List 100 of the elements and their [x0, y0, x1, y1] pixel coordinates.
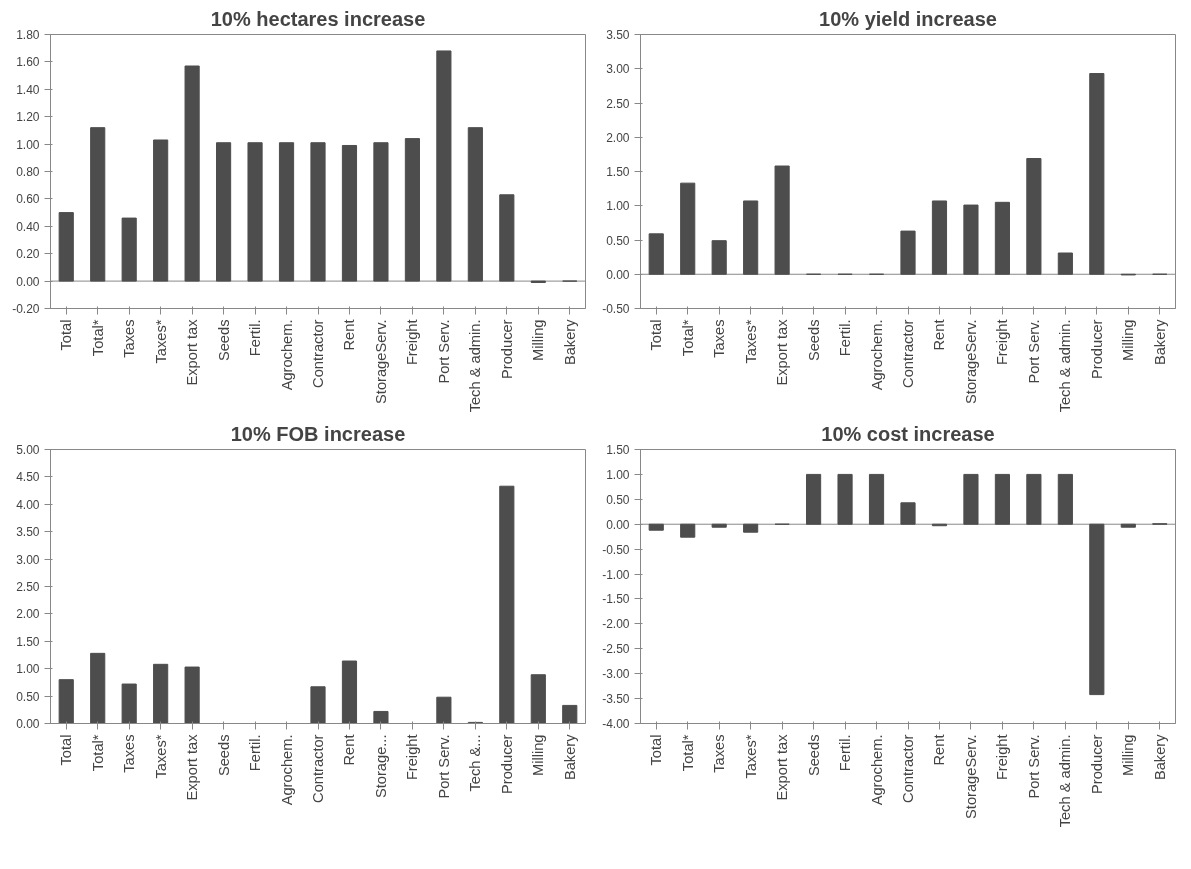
x-tick-label: Taxes*	[742, 319, 759, 364]
y-tick-label: -1.00	[602, 567, 630, 582]
x-tick-label: Total*	[89, 734, 106, 772]
y-tick-label: 0.50	[606, 233, 630, 248]
y-tick-label: 2.50	[16, 580, 40, 594]
y-tick-label: -1.50	[602, 592, 630, 607]
y-tick-label: 0.20	[16, 247, 40, 262]
y-tick-label: 0.00	[606, 517, 630, 532]
x-tick-label: Bakery	[561, 733, 578, 781]
x-tick-label: Export tax	[184, 318, 201, 386]
x-tick-label: Export tax	[774, 733, 791, 801]
x-tick-label: Milling	[530, 319, 547, 362]
x-tick-label: Total*	[679, 734, 696, 772]
x-tick-label: Contractor	[310, 319, 326, 388]
y-tick-label: 1.50	[16, 634, 40, 649]
y-tick-label: 3.00	[16, 552, 40, 567]
x-tick-label: Export tax	[774, 318, 791, 386]
x-tick-label: Freight	[404, 734, 421, 781]
y-tick-label: 1.00	[16, 137, 40, 152]
y-tick-label: 3.00	[606, 62, 630, 77]
x-tick-label: Taxes*	[152, 734, 169, 779]
x-tick-label: StorageServ.	[962, 734, 979, 819]
chart-title: 10% yield increase	[819, 7, 997, 30]
y-tick-label: 1.20	[16, 110, 40, 125]
y-tick-label: 0.00	[16, 717, 40, 731]
x-tick-label: Freight	[994, 734, 1011, 781]
x-tick-label: Port Serv.	[435, 734, 452, 799]
x-tick-label: Port Serv.	[435, 319, 452, 384]
x-tick-label: Milling	[1120, 734, 1137, 777]
x-tick-label: Taxes	[121, 319, 138, 358]
x-tick-label: Freight	[994, 319, 1011, 366]
x-tick-label: Contractor	[900, 319, 916, 388]
y-tick-label: -4.00	[602, 717, 630, 731]
x-tick-label: Tech & admin.	[1057, 319, 1074, 413]
x-tick-label: Total*	[89, 319, 106, 357]
y-tick-label: 2.00	[606, 130, 630, 145]
x-tick-label: Producer	[1088, 319, 1105, 379]
x-tick-label: Rent	[931, 319, 948, 351]
x-tick-label: Total	[648, 734, 665, 766]
x-tick-label: Total*	[679, 319, 696, 357]
x-tick-label: Port Serv.	[1025, 319, 1042, 384]
x-tick-label: Producer	[498, 734, 515, 794]
y-tick-label: 0.00	[16, 274, 40, 289]
x-tick-label: Milling	[530, 734, 547, 777]
y-tick-label: -3.00	[602, 667, 630, 682]
x-tick-label: StorageServ.	[962, 319, 979, 404]
y-tick-label: 1.80	[16, 28, 40, 42]
y-tick-label: 1.50	[606, 165, 630, 179]
y-tick-label: 3.50	[16, 525, 40, 540]
x-tick-label: Tech &...	[467, 734, 484, 792]
x-tick-label: Agrochem.	[278, 319, 295, 391]
x-tick-label: Tech & admin.	[1057, 734, 1074, 828]
y-tick-label: 1.00	[16, 662, 40, 677]
y-tick-label: -0.20	[12, 302, 40, 316]
y-tick-label: 1.50	[606, 443, 630, 457]
y-tick-label: 4.00	[16, 497, 40, 512]
y-tick-label: 2.50	[606, 96, 630, 111]
y-tick-label: 0.60	[16, 192, 40, 207]
x-tick-label: Fertil.	[837, 734, 854, 772]
chart-title: 10% FOB increase	[230, 422, 406, 445]
x-tick-label: Taxes*	[152, 319, 169, 364]
y-tick-label: 3.50	[606, 28, 630, 42]
x-tick-label: Fertil.	[247, 319, 264, 357]
y-tick-label: -3.50	[602, 692, 630, 707]
x-tick-label: Seeds	[805, 319, 822, 362]
x-tick-label: Port Serv.	[1025, 734, 1042, 799]
x-tick-label: StorageServ.	[372, 319, 389, 404]
y-tick-label: 0.80	[16, 165, 40, 179]
x-tick-label: Total	[58, 734, 75, 766]
x-tick-label: Taxes	[711, 734, 728, 773]
x-tick-label: Fertil.	[247, 734, 264, 772]
x-tick-label: Rent	[931, 734, 948, 766]
x-tick-label: Taxes	[711, 319, 728, 358]
x-tick-label: Rent	[341, 734, 358, 766]
x-tick-label: Total	[58, 319, 75, 351]
chart-title: 10% hectares increase	[210, 7, 426, 30]
x-tick-label: Bakery	[561, 318, 578, 366]
y-tick-label: 2.00	[16, 607, 40, 622]
x-tick-label: Contractor	[310, 734, 326, 803]
x-tick-label: Total	[648, 319, 665, 351]
y-tick-label: 0.00	[606, 267, 630, 282]
y-tick-label: 0.50	[16, 689, 40, 704]
x-tick-label: Contractor	[900, 734, 916, 803]
x-tick-label: Bakery	[1151, 318, 1168, 366]
x-tick-label: Producer	[498, 319, 515, 379]
x-tick-label: Agrochem.	[278, 734, 295, 806]
x-tick-label: Taxes*	[742, 734, 759, 779]
x-tick-label: Export tax	[184, 733, 201, 801]
x-tick-label: Seeds	[215, 734, 232, 777]
x-tick-label: Agrochem.	[868, 734, 885, 806]
x-tick-label: Agrochem.	[868, 319, 885, 391]
y-tick-label: 0.40	[16, 219, 40, 234]
x-tick-label: Fertil.	[837, 319, 854, 357]
y-tick-label: 1.40	[16, 82, 40, 97]
y-tick-label: -0.50	[602, 302, 630, 316]
x-tick-label: Milling	[1120, 319, 1137, 362]
y-tick-label: 0.50	[606, 492, 630, 507]
x-tick-label: Storage...	[372, 734, 389, 799]
y-tick-label: -2.50	[602, 642, 630, 657]
y-tick-label: 5.00	[16, 443, 40, 457]
